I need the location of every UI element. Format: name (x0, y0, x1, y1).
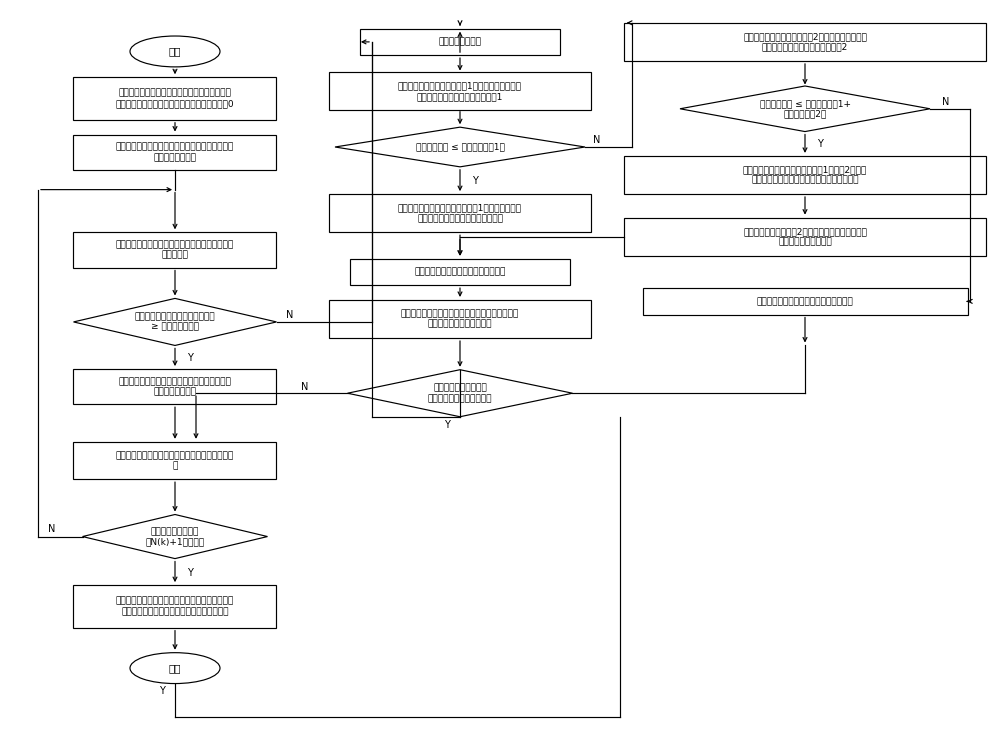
FancyBboxPatch shape (73, 135, 276, 170)
FancyBboxPatch shape (643, 288, 968, 315)
Text: 以当前炉次的前一个数据作为新的当前炉次开始时
刻: 以当前炉次的前一个数据作为新的当前炉次开始时 刻 (116, 451, 234, 470)
Text: 紧前炉次的开始时刻在
数据序列中的位置有变化？: 紧前炉次的开始时刻在 数据序列中的位置有变化？ (428, 384, 492, 403)
Polygon shape (82, 514, 267, 559)
FancyBboxPatch shape (360, 29, 560, 55)
Text: 将紧前炉次在转炉和的2个等待环节两个工序之间的
开始时刻有区别地提前: 将紧前炉次在转炉和的2个等待环节两个工序之间的 开始时刻有区别地提前 (743, 227, 867, 246)
Text: Y: Y (187, 353, 193, 363)
Text: Y: Y (444, 420, 450, 430)
Text: Y: Y (159, 686, 165, 696)
FancyBboxPatch shape (624, 23, 986, 61)
Text: 查看紧前炉次在转炉工序后的1个可等待环节已经分
配的等待时间，计算等待时间裕量1: 查看紧前炉次在转炉工序后的1个可等待环节已经分 配的等待时间，计算等待时间裕量1 (398, 82, 522, 101)
Polygon shape (335, 127, 585, 167)
FancyBboxPatch shape (624, 156, 986, 194)
FancyBboxPatch shape (329, 300, 591, 338)
Ellipse shape (130, 653, 220, 684)
Text: 设备冲突时间 ≤ 等待时间裕量1+
等待时间裕量2？: 设备冲突时间 ≤ 等待时间裕量1+ 等待时间裕量2？ (760, 99, 850, 118)
FancyBboxPatch shape (73, 585, 276, 628)
FancyBboxPatch shape (73, 77, 276, 120)
Text: 当前炉次和紧前炉次在转炉工序不会发生设备冲
突，无需冲突消解: 当前炉次和紧前炉次在转炉工序不会发生设备冲 突，无需冲突消解 (119, 377, 231, 396)
Text: 沿序列向前追溯，找到与当前炉次对应的紧前炉次
的开始时刻: 沿序列向前追溯，找到与当前炉次对应的紧前炉次 的开始时刻 (116, 240, 234, 259)
Text: Y: Y (187, 568, 193, 578)
Text: 记录各个炉次在可等待环节的等待时长，或者所有
炉次不能通过等待而消解的设备冲突时长总和: 记录各个炉次在可等待环节的等待时长，或者所有 炉次不能通过等待而消解的设备冲突时… (116, 597, 234, 616)
Text: 已是开始时刻序列的
第N(k)+1个数据？: 已是开始时刻序列的 第N(k)+1个数据？ (145, 527, 205, 546)
Polygon shape (348, 370, 572, 417)
Text: Y: Y (817, 139, 823, 149)
Text: 查看紧前炉次在转炉工序后的2个可等待环节已经分
配的等待时间，计算等待时间裕量2: 查看紧前炉次在转炉工序后的2个可等待环节已经分 配的等待时间，计算等待时间裕量2 (743, 32, 867, 51)
Polygon shape (680, 86, 930, 132)
Text: 开始: 开始 (169, 46, 181, 57)
Ellipse shape (130, 36, 220, 67)
Text: 设备冲突时间 ≤ 等待时间裕量1？: 设备冲突时间 ≤ 等待时间裕量1？ (416, 143, 504, 151)
FancyBboxPatch shape (624, 218, 986, 256)
FancyBboxPatch shape (329, 194, 591, 232)
Text: N: N (593, 135, 601, 146)
Text: 计算设备冲突时间: 计算设备冲突时间 (438, 37, 482, 46)
FancyBboxPatch shape (73, 369, 276, 404)
FancyBboxPatch shape (73, 232, 276, 268)
Text: N: N (48, 524, 56, 534)
Text: 调整提前后的紧前炉次的开始时刻在数据序列中的
位置，维持序列的升序次序: 调整提前后的紧前炉次的开始时刻在数据序列中的 位置，维持序列的升序次序 (401, 309, 519, 329)
Text: 当前炉次和紧前炉次开始时刻之差
≥ 转炉处理时间？: 当前炉次和紧前炉次开始时刻之差 ≥ 转炉处理时间？ (135, 312, 215, 331)
FancyBboxPatch shape (350, 259, 570, 285)
Text: Y: Y (472, 176, 478, 186)
FancyBboxPatch shape (73, 442, 276, 479)
Text: 重新设置紧前炉次在转炉工序后的1个可等待环节的
等待时间，通过此处的等待消解冲突: 重新设置紧前炉次在转炉工序后的1个可等待环节的 等待时间，通过此处的等待消解冲突 (398, 204, 522, 223)
Text: 将所有炉次在转炉工序的开始时刻按时间升序排
列，且定义各个炉次在等待环节的等待时间均为0: 将所有炉次在转炉工序的开始时刻按时间升序排 列，且定义各个炉次在等待环节的等待时… (116, 89, 234, 108)
Text: N: N (301, 381, 309, 392)
Text: 记录不能通过等待而消解的设备冲突时长: 记录不能通过等待而消解的设备冲突时长 (757, 297, 853, 306)
Text: 重新设置紧前炉次在转炉工序后的1个和的2个可等
待环节的等待时间，通过两处的等待消解冲突: 重新设置紧前炉次在转炉工序后的1个和的2个可等 待环节的等待时间，通过两处的等待… (743, 165, 867, 184)
Polygon shape (73, 298, 276, 345)
Text: 将紧前炉次在转炉工序的开始时刻提前: 将紧前炉次在转炉工序的开始时刻提前 (414, 268, 506, 276)
Text: N: N (942, 97, 950, 107)
Text: N: N (286, 310, 294, 320)
Text: 结束: 结束 (169, 663, 181, 673)
Text: 从开始时刻序列的末尾开始，以最后一个数据对应
的炉次为当前炉次: 从开始时刻序列的末尾开始，以最后一个数据对应 的炉次为当前炉次 (116, 143, 234, 162)
FancyBboxPatch shape (329, 72, 591, 110)
